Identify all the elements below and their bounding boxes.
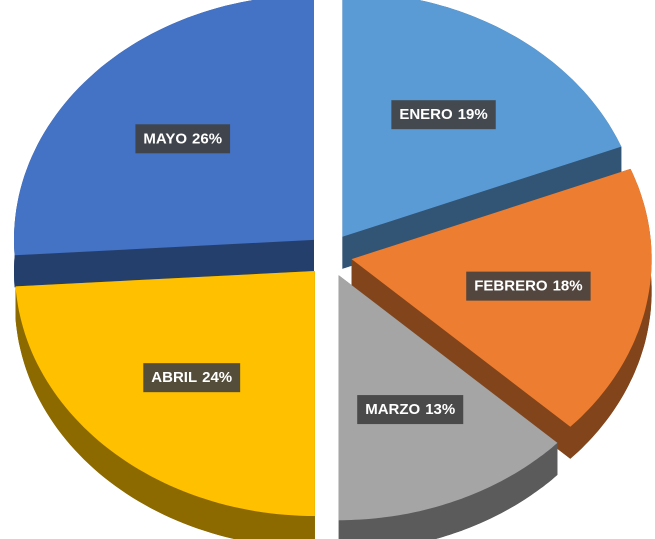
data-label: ENERO 19% [391,100,496,130]
data-label-text: MAYO 26% [143,130,222,147]
label-category: ABRIL [151,369,197,386]
data-label-box [466,271,591,301]
data-label-text: MARZO 13% [365,401,455,418]
slice-group [15,271,315,539]
label-category: FEBRERO [474,278,548,295]
slice-side [15,286,315,539]
slice-side [570,168,652,459]
slice-group [14,0,314,288]
slice [15,271,315,516]
label-value: 18% [553,278,583,295]
data-label: MAYO 26% [135,124,231,154]
data-label-box [391,100,496,130]
label-value: 19% [458,106,488,123]
slice-edge [351,259,571,459]
data-label-box [357,395,464,425]
slice-edge [342,146,622,269]
data-label-box [135,124,231,154]
data-label-text: FEBRERO 18% [474,278,582,295]
data-label: MARZO 13% [357,395,464,425]
data-label: FEBRERO 18% [466,271,591,301]
data-label-box [143,363,241,393]
label-category: MAYO [143,130,187,147]
label-value: 13% [425,401,455,418]
label-category: MARZO [365,401,420,418]
label-value: 26% [192,130,222,147]
label-category: ENERO [399,106,453,123]
slice-side [338,442,558,539]
data-label-text: ABRIL 24% [151,369,232,386]
data-label-text: ENERO 19% [399,106,487,123]
data-label: ABRIL 24% [143,363,241,393]
label-value: 24% [202,369,232,386]
